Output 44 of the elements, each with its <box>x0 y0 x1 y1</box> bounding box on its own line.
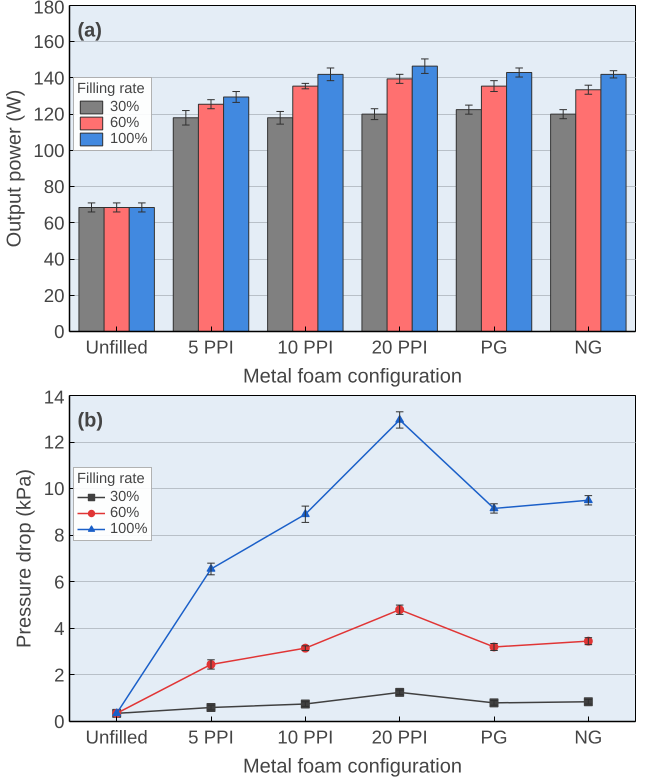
y-tick-label: 8 <box>54 524 65 546</box>
x-axis-title: Metal foam configuration <box>243 756 462 778</box>
y-tick-label: 140 <box>33 67 65 88</box>
x-tick-label: Unfilled <box>86 336 148 358</box>
x-tick-label: 10 PPI <box>277 336 334 358</box>
x-tick-label: 5 PPI <box>188 726 234 748</box>
annotation: (a) <box>78 20 102 42</box>
legend-label: 60% <box>110 505 140 521</box>
y-tick-label: 6 <box>54 571 65 592</box>
y-tick-label: 100 <box>33 140 65 161</box>
x-tick-label: Unfilled <box>86 726 148 748</box>
y-tick-label: 14 <box>44 386 65 408</box>
x-tick-label: NG <box>574 336 602 358</box>
y-tick-label: 0 <box>54 711 65 732</box>
y-tick-label: 40 <box>44 248 65 270</box>
y-tick-label: 160 <box>33 31 65 52</box>
y-tick-label: 10 <box>44 478 65 500</box>
x-tick-label: PG <box>480 726 508 748</box>
y-tick-label: 80 <box>44 176 65 198</box>
x-tick-label: 5 PPI <box>188 336 234 358</box>
x-axis-title: Metal foam configuration <box>243 366 462 388</box>
y-tick-label: 12 <box>44 432 65 453</box>
legend-label: 60% <box>110 115 140 131</box>
y-tick-label: 20 <box>44 284 65 306</box>
y-axis-title: Output power (W) <box>3 90 26 248</box>
y-tick-label: 4 <box>54 618 65 639</box>
x-tick-label: 20 PPI <box>372 336 428 358</box>
legend-label: 30% <box>110 99 140 115</box>
x-tick-label: 20 PPI <box>372 726 428 748</box>
y-tick-label: 60 <box>44 212 65 234</box>
legend-label: 30% <box>110 489 140 505</box>
legend-title: Filling rate <box>77 81 146 97</box>
x-tick-label: PG <box>480 336 508 358</box>
y-tick-label: 0 <box>54 321 65 342</box>
x-tick-label: NG <box>574 726 602 748</box>
y-tick-label: 2 <box>54 664 65 686</box>
y-tick-label: 180 <box>33 0 65 18</box>
legend-label: 100% <box>110 131 148 147</box>
legend-label: 100% <box>110 521 148 537</box>
y-tick-label: 120 <box>33 104 65 125</box>
x-tick-label: 10 PPI <box>277 726 334 748</box>
annotation: (b) <box>78 410 104 432</box>
legend-title: Filling rate <box>77 471 146 487</box>
y-axis-title: Pressure drop (kPa) <box>14 469 36 648</box>
